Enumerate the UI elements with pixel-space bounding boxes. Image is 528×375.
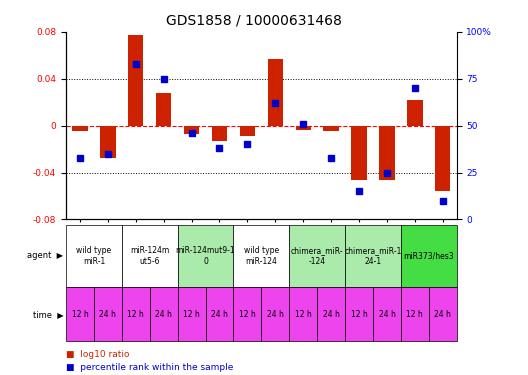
Text: 12 h: 12 h: [407, 310, 423, 319]
Bar: [240, 126, 255, 136]
Bar: [100, 126, 116, 158]
Bar: [156, 93, 172, 126]
Bar: [128, 35, 144, 126]
Bar: [296, 126, 311, 130]
Text: 12 h: 12 h: [295, 310, 312, 319]
Text: 24 h: 24 h: [323, 310, 340, 319]
Text: 12 h: 12 h: [127, 310, 144, 319]
Bar: [324, 126, 339, 132]
Text: 12 h: 12 h: [239, 310, 256, 319]
Bar: [435, 126, 450, 191]
Bar: [184, 126, 199, 134]
Text: 24 h: 24 h: [211, 310, 228, 319]
Text: miR373/hes3: miR373/hes3: [403, 251, 454, 260]
Bar: [407, 100, 422, 126]
Text: wild type
miR-1: wild type miR-1: [77, 246, 111, 266]
Text: chimera_miR-1
24-1: chimera_miR-1 24-1: [344, 246, 402, 266]
Text: miR-124m
ut5-6: miR-124m ut5-6: [130, 246, 169, 266]
Bar: [212, 126, 227, 141]
Text: 24 h: 24 h: [155, 310, 172, 319]
Text: agent  ▶: agent ▶: [27, 251, 63, 260]
Text: ■  percentile rank within the sample: ■ percentile rank within the sample: [66, 363, 233, 372]
Text: 24 h: 24 h: [435, 310, 451, 319]
Text: ■  log10 ratio: ■ log10 ratio: [66, 350, 129, 359]
Text: time  ▶: time ▶: [33, 310, 63, 319]
Text: miR-124mut9-1
0: miR-124mut9-1 0: [176, 246, 235, 266]
Text: GDS1858 / 10000631468: GDS1858 / 10000631468: [165, 13, 342, 27]
Text: 12 h: 12 h: [351, 310, 367, 319]
Text: chimera_miR-
-124: chimera_miR- -124: [291, 246, 344, 266]
Text: 24 h: 24 h: [379, 310, 395, 319]
Bar: [379, 126, 394, 180]
Bar: [72, 126, 88, 132]
Text: 24 h: 24 h: [99, 310, 116, 319]
Text: 12 h: 12 h: [72, 310, 88, 319]
Bar: [351, 126, 367, 180]
Text: wild type
miR-124: wild type miR-124: [244, 246, 279, 266]
Text: 24 h: 24 h: [267, 310, 284, 319]
Bar: [268, 59, 283, 126]
Text: 12 h: 12 h: [183, 310, 200, 319]
